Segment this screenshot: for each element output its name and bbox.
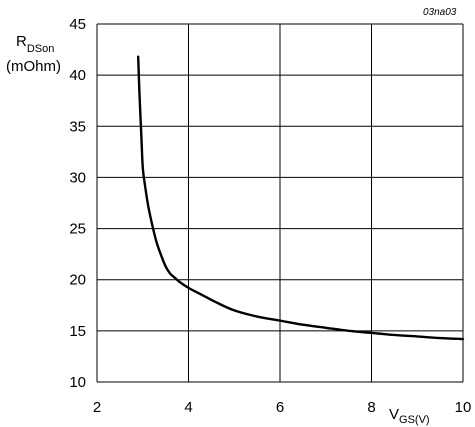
x-axis-label-main: V <box>389 406 399 423</box>
y-axis-label: RDSon <box>16 33 54 55</box>
x-axis-label-sub: GS(V) <box>399 414 430 426</box>
figure-id: 03na03 <box>423 7 457 18</box>
x-tick-label: 2 <box>93 399 101 416</box>
series-line-0 <box>136 55 465 341</box>
x-axis-label: VGS(V) <box>389 406 430 426</box>
x-tick-labels: 2 4 6 8 10 <box>93 399 472 416</box>
y-tick-label: 20 <box>69 272 86 289</box>
y-axis-label-sub: DSon <box>27 43 55 55</box>
x-tick-label: 8 <box>367 399 375 416</box>
y-tick-label: 10 <box>69 374 86 391</box>
x-tick-label: 4 <box>184 399 192 416</box>
y-tick-label: 35 <box>69 118 86 135</box>
y-axis-label-main: R <box>16 33 27 50</box>
y-tick-label: 30 <box>69 169 86 186</box>
y-tick-label: 25 <box>69 221 86 238</box>
y-tick-labels: 10 15 20 25 30 35 40 45 <box>69 16 86 391</box>
x-tick-label: 6 <box>276 399 284 416</box>
y-tick-label: 15 <box>69 323 86 340</box>
y-tick-label: 45 <box>69 16 86 33</box>
y-axis-unit: (mOhm) <box>6 58 61 75</box>
series-layer <box>136 55 465 341</box>
x-tick-label: 10 <box>455 399 472 416</box>
grid <box>96 23 464 383</box>
y-tick-label: 40 <box>69 67 86 84</box>
